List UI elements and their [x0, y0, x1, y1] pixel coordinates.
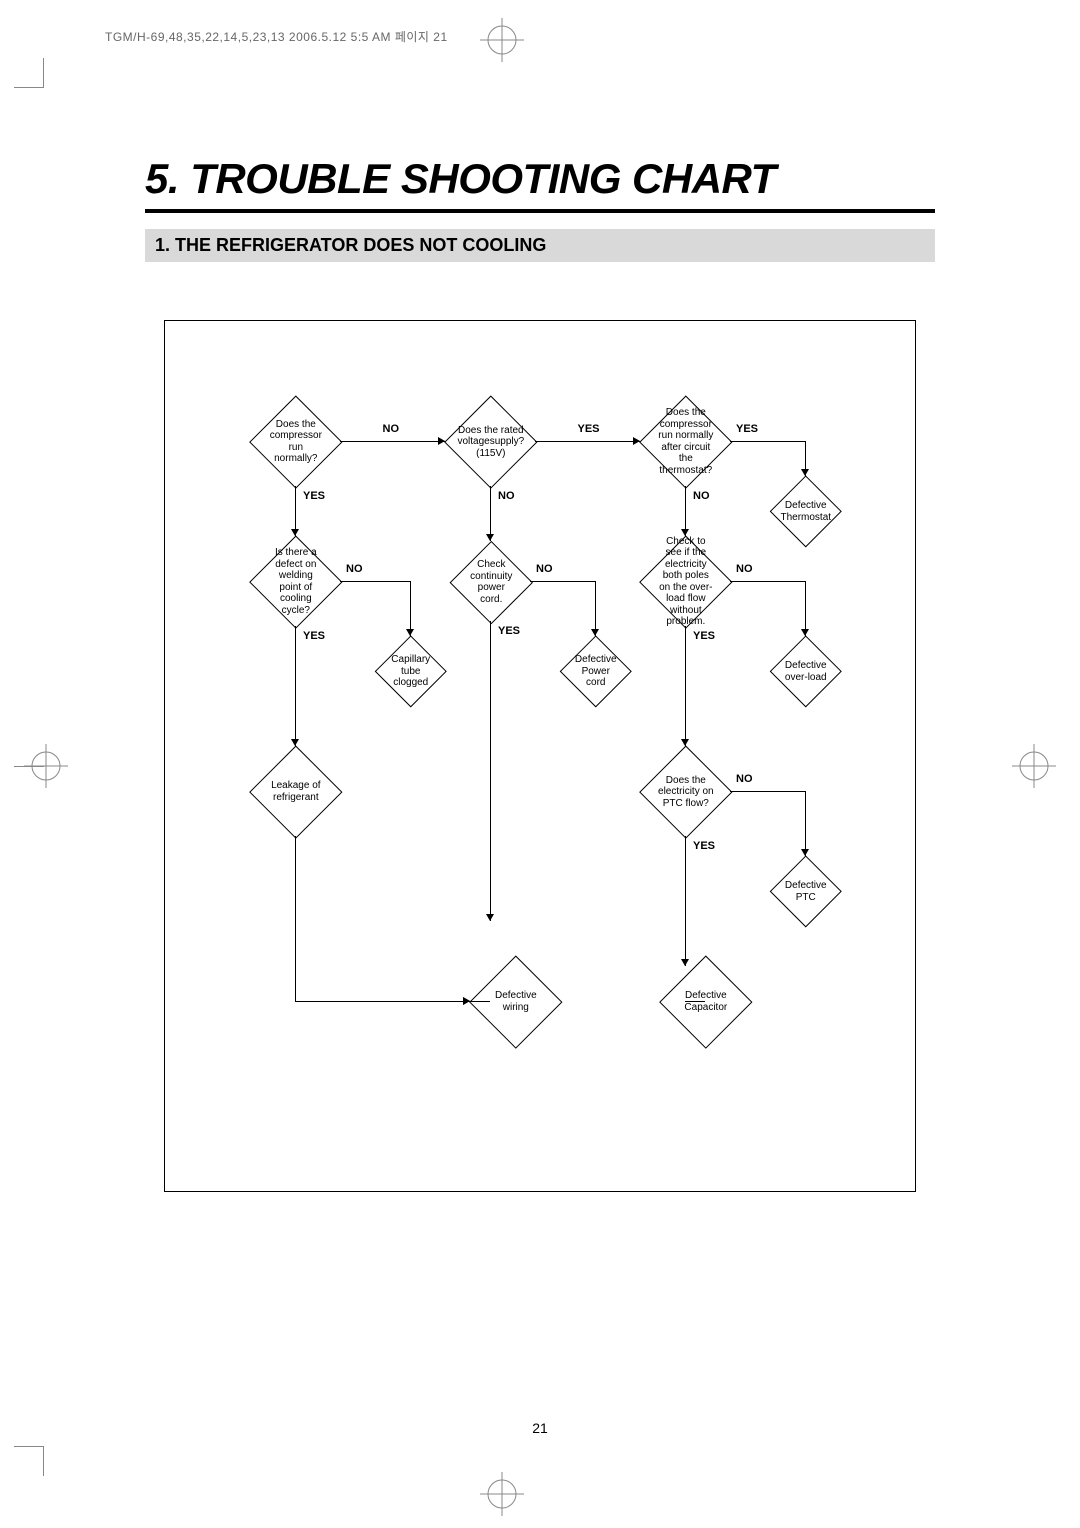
- edge-label: NO: [383, 423, 400, 435]
- flow-node-label: Defective Capacitor: [674, 970, 738, 1034]
- edge-label: NO: [346, 563, 363, 575]
- flow-node-n1: Does the compressor run normally?: [250, 396, 343, 489]
- flow-node-label: Leakage of refrigerant: [264, 760, 328, 824]
- flow-node-n13: Defective PTC: [770, 856, 843, 929]
- edge-label: NO: [736, 563, 753, 575]
- edge-label: NO: [536, 563, 553, 575]
- registration-mark-top: [480, 18, 524, 62]
- edge-label: NO: [736, 773, 753, 785]
- title-block: 5. TROUBLE SHOOTING CHART 1. THE REFRIGE…: [145, 155, 935, 262]
- flow-node-label: Defective Thermostat: [781, 487, 830, 536]
- flow-node-label: Check continuity power cord.: [463, 554, 520, 611]
- flow-node-n12: Does the electricity on PTC flow?: [640, 746, 733, 839]
- registration-mark-right: [1012, 744, 1056, 788]
- flow-node-label: Defective PTC: [781, 867, 830, 916]
- flow-node-n10: Defective over-load: [770, 636, 843, 709]
- flow-node-label: Defective over-load: [781, 647, 830, 696]
- flow-node-n3: Does the compressor run normally after c…: [640, 396, 733, 489]
- flow-node-label: Capillary tube clogged: [386, 647, 435, 696]
- edge-label: YES: [498, 625, 520, 637]
- flowchart-frame: Does the compressor run normally? Does th…: [164, 320, 916, 1192]
- flow-node-label: Does the compressor run normally?: [264, 410, 328, 474]
- edge-label: YES: [693, 630, 715, 642]
- crop-mark-bl: [14, 1446, 44, 1476]
- edge-label: YES: [736, 423, 758, 435]
- flow-node-label: Does the electricity on PTC flow?: [654, 760, 718, 824]
- flow-node-n9: Defective Power cord: [560, 636, 633, 709]
- flow-node-n7: Check to see if the electricity both pol…: [640, 536, 733, 629]
- title-rule: [145, 209, 935, 213]
- flow-node-n15: Defective Capacitor: [660, 956, 753, 1049]
- page: TGM/H-69,48,35,22,14,5,23,13 2006.5.12 5…: [0, 0, 1080, 1528]
- edge-label: YES: [303, 630, 325, 642]
- edge-label: YES: [303, 490, 325, 502]
- section-heading: 1. THE REFRIGERATOR DOES NOT COOLING: [145, 229, 935, 262]
- crop-mark-tl: [14, 58, 44, 88]
- flow-node-label: Does the rated voltagesupply? (115V): [459, 410, 523, 474]
- edge-label: YES: [693, 840, 715, 852]
- registration-mark-bottom: [480, 1472, 524, 1516]
- flow-node-n11: Leakage of refrigerant: [250, 746, 343, 839]
- flow-node-label: Defective wiring: [484, 970, 548, 1034]
- flow-node-label: Is there a defect on welding point of co…: [264, 550, 328, 614]
- registration-mark-left: [24, 744, 68, 788]
- edge-label: NO: [498, 490, 515, 502]
- flow-node-n5: Is there a defect on welding point of co…: [250, 536, 343, 629]
- flow-node-n6: Check continuity power cord.: [450, 541, 533, 624]
- page-number: 21: [0, 1420, 1080, 1436]
- page-title: 5. TROUBLE SHOOTING CHART: [145, 155, 935, 203]
- print-header: TGM/H-69,48,35,22,14,5,23,13 2006.5.12 5…: [105, 28, 448, 45]
- flow-node-label: Defective Power cord: [571, 647, 620, 696]
- edge-label: YES: [578, 423, 600, 435]
- flow-node-n4: Defective Thermostat: [770, 476, 843, 549]
- edge-label: NO: [693, 490, 710, 502]
- flow-node-label: Check to see if the electricity both pol…: [654, 550, 718, 614]
- flow-node-n14: Defective wiring: [470, 956, 563, 1049]
- flow-node-n2: Does the rated voltagesupply? (115V): [445, 396, 538, 489]
- flow-node-n8: Capillary tube clogged: [375, 636, 448, 709]
- flow-node-label: Does the compressor run normally after c…: [654, 410, 718, 474]
- flowchart: Does the compressor run normally? Does th…: [165, 321, 915, 1191]
